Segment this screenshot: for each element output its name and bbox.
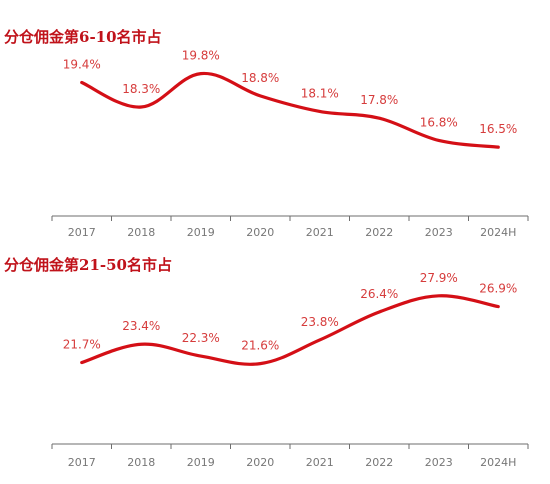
data-label: 17.8% — [360, 93, 398, 107]
x-tick-label: 2023 — [425, 226, 453, 239]
data-label: 18.1% — [301, 86, 339, 100]
x-tick-label: 2023 — [425, 456, 453, 469]
x-tick-label: 2019 — [187, 226, 215, 239]
chart-top: 2017 2018 2019 2020 2021 2022 2023 2024H 19.4% 18… — [51, 49, 529, 239]
data-label: 27.9% — [420, 271, 458, 285]
data-label: 21.7% — [63, 338, 101, 352]
data-label: 22.3% — [182, 331, 220, 345]
x-tick-label: 2022 — [365, 226, 393, 239]
data-label: 21.6% — [241, 339, 279, 353]
data-label: 18.8% — [241, 71, 279, 85]
chart-bottom: 2017 2018 2019 2020 2021 2022 2023 2024H 21.7% 23… — [51, 271, 529, 469]
x-tick-label: 2024H — [480, 456, 516, 469]
x-tick-label: 2022 — [365, 456, 393, 469]
chart-title-top: 分仓佣金第6-10名市占 — [4, 28, 162, 46]
x-tick-label: 2018 — [127, 456, 155, 469]
x-tick-label: 2021 — [306, 226, 334, 239]
x-tick-label: 2017 — [68, 226, 96, 239]
data-label: 26.9% — [479, 282, 517, 296]
data-label: 19.8% — [182, 49, 220, 63]
x-tick-label: 2018 — [127, 226, 155, 239]
x-tick-label: 2021 — [306, 456, 334, 469]
x-tick-label: 2019 — [187, 456, 215, 469]
x-tick-label: 2017 — [68, 456, 96, 469]
data-label: 23.8% — [301, 315, 339, 329]
data-label: 18.3% — [122, 82, 160, 96]
series-line — [80, 294, 500, 366]
series-line — [80, 71, 500, 149]
data-label: 16.5% — [479, 122, 517, 136]
data-label: 16.8% — [420, 115, 458, 129]
x-tick-label: 2020 — [246, 226, 274, 239]
data-label: 23.4% — [122, 319, 160, 333]
x-tick-label: 2020 — [246, 456, 274, 469]
chart-title-bottom: 分仓佣金第21-50名市占 — [4, 256, 172, 274]
x-tick-label: 2024H — [480, 226, 516, 239]
data-label: 26.4% — [360, 287, 398, 301]
data-label: 19.4% — [63, 58, 101, 72]
